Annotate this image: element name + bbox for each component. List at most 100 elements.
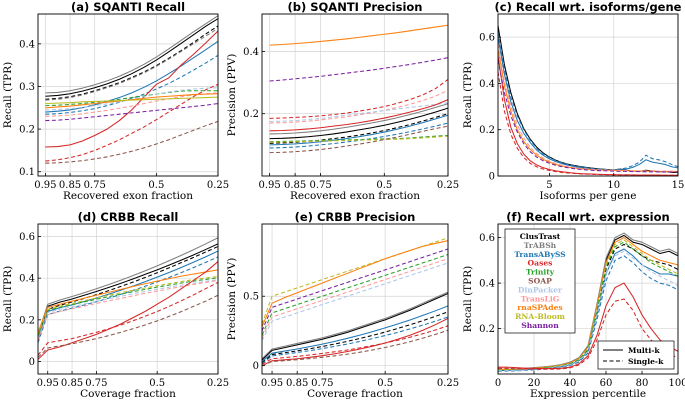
x-tick-label: 0.85 — [284, 180, 306, 191]
series-line-transabyss-solid — [498, 248, 678, 372]
x-tick-label: 0.75 — [84, 180, 106, 191]
series-line-transabyss-solid — [38, 250, 218, 341]
series-line-transabyss-dashed — [498, 32, 678, 171]
series-line-rna-bloom-solid — [45, 96, 218, 105]
series-line-oases-solid — [262, 317, 448, 367]
panel-d: 0.95 0.85 0.75 0.5 0.25 0 0.2 0.4 0.6 (d) CRBB Re… — [2, 210, 229, 400]
y-axis-label: Recall (TPR) — [2, 62, 14, 128]
panel-f: 0 20 40 60 80 100 0.2 0.4 0.6 (f) Recall wrt. exp… — [462, 210, 685, 400]
legend-entry: Trinity — [526, 268, 555, 277]
y-tick-label: 0.4 — [19, 274, 35, 285]
panel-title: (f) Recall wrt. expression — [506, 210, 669, 224]
series-line-dinpacker-dashed — [38, 279, 218, 339]
series-line-transabyss-dashed — [269, 122, 448, 149]
x-axis-label: Recovered exon fraction — [63, 190, 193, 202]
series-line-transabyss-solid — [498, 37, 678, 171]
panel-title: (a) SQANTI Recall — [71, 0, 185, 14]
plot-frame — [261, 13, 449, 177]
panel-title: (e) CRBB Precision — [295, 210, 416, 224]
series-line-trabsh-solid — [262, 291, 448, 360]
legend-entry: TransLiG — [521, 294, 560, 303]
panel-a: 0.95 0.85 0.75 0.5 0.25 0.1 0.2 0.3 0.4 (a) SQANT… — [2, 0, 229, 202]
y-tick-label: 0.1 — [19, 167, 35, 178]
legend-entry: ClusTrast — [520, 232, 561, 241]
x-tick-label: 0 — [495, 378, 501, 389]
x-tick-label: 0.95 — [37, 378, 59, 389]
series-line-transabyss-dashed — [38, 256, 218, 343]
series-group — [38, 237, 218, 360]
x-tick-label: 0.85 — [61, 378, 83, 389]
series-line-transabyss-dashed — [498, 255, 678, 372]
series-line-soap-dashed — [269, 125, 448, 154]
series-line-trabsh-dashed — [45, 28, 218, 101]
series-group — [262, 237, 448, 367]
y-tick-label: 0.5 — [243, 292, 259, 303]
x-tick-label: 80 — [636, 378, 649, 389]
x-tick-label: 0.5 — [149, 378, 165, 389]
series-group — [498, 25, 678, 176]
y-tick-label: 0.4 — [479, 79, 495, 90]
x-tick-label: 0.25 — [437, 378, 459, 389]
series-line-oases-dashed — [45, 83, 218, 162]
x-tick-label: 0.85 — [59, 180, 81, 191]
y-axis-label: Precision (PPV) — [226, 54, 238, 137]
x-tick-label: 0.5 — [376, 180, 392, 191]
series-line-soap-dashed — [38, 294, 218, 358]
legend-box — [504, 228, 576, 334]
y-tick-label: 0 — [29, 357, 35, 368]
y-tick-label: 0.2 — [19, 125, 35, 136]
x-tick-label: 0.75 — [309, 180, 331, 191]
series-line-dinpacker-dashed — [269, 102, 448, 123]
y-tick-label: 0.6 — [479, 33, 495, 44]
x-tick-label: 0.5 — [377, 378, 393, 389]
y-axis-label: Recall (TPR) — [462, 266, 474, 332]
series-line-rna-bloom-dashed — [498, 239, 678, 371]
series-line-translig-dashed — [498, 44, 678, 172]
legend-entry: TrABSh — [524, 241, 557, 250]
x-axis-label: Coverage fraction — [307, 388, 403, 400]
y-tick-label: 0.2 — [479, 125, 495, 136]
series-line-clustrast-solid — [262, 292, 448, 361]
x-tick-label: 10 — [607, 180, 620, 191]
y-tick-label: 0 — [253, 361, 259, 372]
series-line-translig-dashed — [38, 279, 218, 341]
plot-frame — [261, 223, 449, 375]
y-tick-label: 0.4 — [19, 39, 35, 50]
series-line-transabyss-solid — [269, 114, 448, 146]
y-tick-label: 0 — [489, 172, 495, 183]
x-tick-label: 40 — [564, 378, 577, 389]
series-line-oases-dashed — [262, 325, 448, 365]
series-line-dinpacker-dashed — [498, 250, 678, 372]
series-line-rna-bloom-dashed — [262, 237, 448, 325]
series-line-clustrast-solid — [269, 107, 448, 140]
series-line-trinity-dashed — [269, 134, 448, 143]
series-line-trinity-dashed — [262, 254, 448, 336]
series-line-transabyss-dashed — [45, 54, 218, 115]
panel-title: (c) Recall wrt. isoforms/gene — [495, 0, 682, 14]
series-line-rnaspades-solid — [262, 240, 448, 327]
series-line-rna-bloom-dashed — [269, 135, 448, 143]
x-tick-label: 0.95 — [261, 378, 283, 389]
series-group — [498, 232, 678, 372]
series-line-clustrast-dashed — [262, 311, 448, 364]
series-line-trinity-dashed — [38, 277, 218, 337]
plot-frame — [37, 223, 219, 375]
series-line-rnaspades-solid — [269, 24, 448, 46]
x-tick-label: 0.75 — [85, 378, 107, 389]
y-tick-label: 0.4 — [479, 279, 495, 290]
plot-frame — [497, 223, 679, 375]
y-tick-label: 0.2 — [19, 315, 35, 326]
series-line-clustrast-dashed — [38, 246, 218, 339]
series-line-rnaspades-solid — [498, 48, 678, 172]
y-tick-label: 0.6 — [479, 233, 495, 244]
series-group — [45, 15, 218, 164]
legend-entry: DinPacker — [518, 285, 563, 294]
legend-entry: SOAP — [528, 277, 552, 286]
series-line-translig-dashed — [45, 92, 218, 117]
series-line-soap-dashed — [262, 329, 448, 367]
y-axis-label: Precision (PPV) — [226, 258, 238, 341]
series-line-oases-solid — [269, 99, 448, 132]
y-tick-label: 0.2 — [243, 109, 259, 120]
legend-entry: RNA-Bloom — [515, 312, 565, 321]
